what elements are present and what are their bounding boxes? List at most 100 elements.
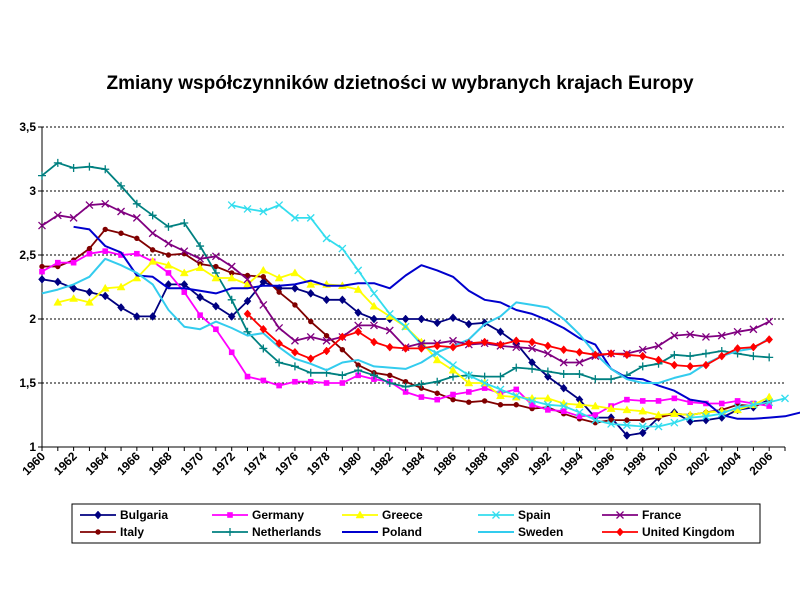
- legend-label: Italy: [120, 525, 144, 539]
- data-point: [369, 371, 378, 380]
- data-point: [132, 213, 141, 222]
- data-point: [544, 372, 552, 381]
- data-point: [118, 252, 124, 258]
- data-point: [276, 289, 282, 295]
- legend-marker: [355, 510, 365, 519]
- data-point: [702, 360, 710, 370]
- data-point: [339, 380, 346, 386]
- data-point: [370, 289, 378, 298]
- x-tick-label: 1984: [399, 449, 428, 478]
- data-point: [260, 377, 267, 384]
- x-tick-label: 2002: [683, 449, 712, 478]
- data-point: [749, 400, 758, 409]
- data-point: [354, 327, 363, 337]
- chart-title: Zmiany współczynników dzietności w wybra…: [106, 73, 693, 94]
- data-point: [211, 252, 220, 261]
- data-point: [496, 385, 505, 394]
- data-point: [528, 344, 537, 353]
- data-point: [543, 367, 552, 376]
- data-point: [117, 303, 125, 312]
- data-point: [433, 341, 442, 351]
- data-point: [624, 417, 630, 423]
- data-point: [385, 342, 394, 352]
- data-point: [624, 396, 630, 403]
- data-point: [496, 340, 505, 349]
- data-point: [243, 204, 252, 213]
- legend-entry-netherlands: Netherlands: [212, 525, 322, 539]
- data-point: [291, 283, 299, 293]
- data-point: [338, 371, 347, 380]
- data-point: [448, 365, 458, 374]
- x-tick-label: 1996: [588, 449, 617, 478]
- data-point: [292, 378, 298, 385]
- data-point: [401, 382, 410, 391]
- legend-label: France: [642, 508, 682, 522]
- legend-box: [71, 503, 761, 544]
- data-point: [638, 351, 647, 361]
- legend-label: Germany: [252, 508, 304, 522]
- data-point: [733, 344, 742, 353]
- data-point: [259, 324, 268, 334]
- data-point: [164, 222, 173, 231]
- x-tick-label: 1986: [430, 449, 459, 478]
- data-point: [686, 361, 694, 371]
- data-point: [401, 344, 410, 353]
- data-point: [227, 312, 236, 321]
- data-point: [607, 420, 616, 428]
- data-point: [703, 400, 709, 407]
- data-point: [671, 395, 678, 402]
- data-point: [385, 379, 394, 387]
- data-point: [322, 234, 331, 243]
- data-point: [306, 279, 316, 288]
- data-point: [450, 396, 456, 403]
- data-point: [670, 360, 679, 370]
- data-point: [306, 213, 315, 222]
- series-layer: [38, 158, 800, 440]
- data-point: [466, 389, 472, 395]
- x-tick-label: 1980: [336, 449, 365, 478]
- data-point: [496, 327, 505, 337]
- x-tick-label: 1960: [19, 449, 48, 478]
- legend-label: Netherlands: [252, 525, 322, 539]
- data-point: [765, 335, 774, 344]
- data-point: [528, 396, 537, 405]
- data-point: [148, 211, 157, 220]
- data-point: [322, 346, 331, 356]
- data-point: [749, 342, 758, 352]
- data-point: [53, 158, 62, 167]
- legend-entry-united-kingdom: United Kingdom: [602, 525, 735, 539]
- data-point: [323, 332, 330, 339]
- data-point: [481, 385, 488, 391]
- data-point: [39, 268, 45, 275]
- data-point: [117, 207, 126, 216]
- x-tick-label: 1988: [462, 449, 491, 478]
- series-sweden: [41, 257, 770, 384]
- data-point: [749, 352, 758, 361]
- data-point: [118, 230, 124, 236]
- data-point: [781, 394, 789, 403]
- data-point: [607, 375, 616, 384]
- data-point: [402, 389, 409, 395]
- data-point: [560, 408, 567, 414]
- data-point: [84, 297, 94, 306]
- data-point: [354, 366, 363, 375]
- data-point: [355, 372, 361, 379]
- data-point: [132, 273, 142, 282]
- data-point: [512, 363, 521, 372]
- data-point: [307, 378, 314, 385]
- x-tick-label: 1982: [367, 449, 396, 478]
- x-tick-label: 1976: [272, 449, 301, 478]
- data-point: [687, 399, 693, 405]
- data-point: [590, 401, 600, 410]
- x-tick-label: 1994: [557, 449, 586, 478]
- data-point: [766, 403, 772, 409]
- x-tick-label: 1992: [525, 449, 554, 478]
- series-line-united-kingdom: [246, 313, 770, 368]
- data-point: [69, 283, 78, 293]
- legend-entry-bulgaria: Bulgaria: [80, 508, 168, 522]
- data-point: [211, 273, 221, 282]
- data-point: [86, 250, 93, 257]
- data-point: [417, 380, 426, 389]
- data-point: [559, 383, 568, 393]
- y-tick-label: 3: [29, 184, 36, 198]
